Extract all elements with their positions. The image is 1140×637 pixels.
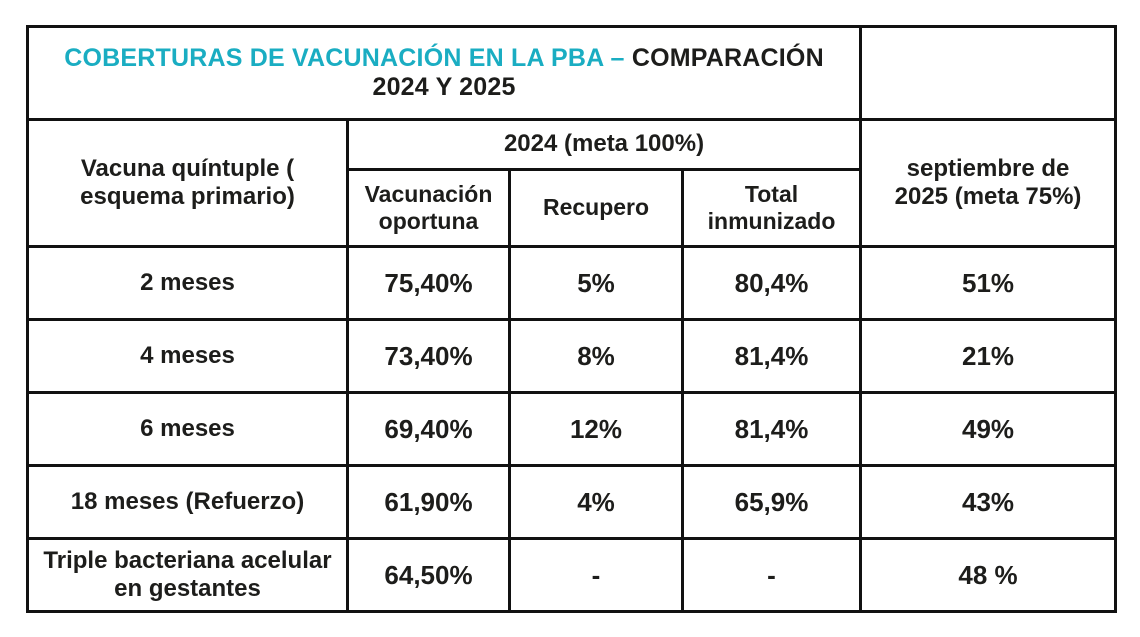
title-line-1: COBERTURAS DE VACUNACIÓN EN LA PBA – COM… <box>37 44 851 74</box>
cell-vacunacion-oportuna: 61,90% <box>346 464 511 540</box>
cell-total-inmunizado: - <box>680 537 863 613</box>
row-label: Triple bacteriana acelular en gestantes <box>26 537 349 613</box>
cell-septiembre-2025: 43% <box>859 464 1118 540</box>
table-row: 18 meses (Refuerzo) 61,90% 4% 65,9% 43% <box>26 464 1118 540</box>
title-teal-part: COBERTURAS DE VACUNACIÓN EN LA PBA – <box>64 43 625 72</box>
header-2025-line-2: 2025 (meta 75%) <box>894 183 1082 210</box>
empty-corner-cell <box>859 25 1118 121</box>
table-row: Triple bacteriana acelular en gestantes … <box>26 537 1118 613</box>
cell-recupero: 12% <box>508 391 684 467</box>
cell-recupero: 8% <box>508 318 684 394</box>
cell-vacunacion-oportuna: 69,40% <box>346 391 511 467</box>
cell-total-inmunizado: 81,4% <box>680 318 863 394</box>
cell-recupero: 4% <box>508 464 684 540</box>
cell-recupero: - <box>508 537 684 613</box>
row-label: 6 meses <box>26 391 349 467</box>
cell-septiembre-2025: 48 % <box>859 537 1118 613</box>
table-title: COBERTURAS DE VACUNACIÓN EN LA PBA – COM… <box>25 25 863 121</box>
coverage-table: COBERTURAS DE VACUNACIÓN EN LA PBA – COM… <box>25 25 1118 613</box>
cell-recupero: 5% <box>508 245 684 321</box>
header-vacunacion-oportuna: Vacunación oportuna <box>346 168 511 248</box>
header-total-inmunizado: Total inmunizado <box>680 168 863 248</box>
header-sub-row: Vacunación oportuna Recupero Total inmun… <box>28 168 1116 248</box>
cell-septiembre-2025: 49% <box>859 391 1118 467</box>
title-black-part: COMPARACIÓN <box>631 43 824 72</box>
cell-septiembre-2025: 21% <box>859 318 1118 394</box>
table-row: 4 meses 73,40% 8% 81,4% 21% <box>26 318 1118 394</box>
header-group-2024: 2024 (meta 100%) <box>345 118 863 171</box>
cell-total-inmunizado: 65,9% <box>680 464 863 540</box>
title-row: COBERTURAS DE VACUNACIÓN EN LA PBA – COM… <box>25 25 1118 121</box>
row-label: 4 meses <box>26 318 349 394</box>
cell-total-inmunizado: 80,4% <box>680 245 863 321</box>
cell-vacunacion-oportuna: 75,40% <box>346 245 511 321</box>
cell-vacunacion-oportuna: 64,50% <box>346 537 511 613</box>
cell-total-inmunizado: 81,4% <box>680 391 863 467</box>
cell-vacunacion-oportuna: 73,40% <box>346 318 511 394</box>
header-recupero: Recupero <box>508 168 684 248</box>
row-label: 18 meses (Refuerzo) <box>26 464 349 540</box>
header-september-2025: septiembre de 2025 (meta 75%) <box>859 118 1118 248</box>
cell-septiembre-2025: 51% <box>859 245 1118 321</box>
header-vaccine-column: Vacuna quíntuple ( esquema primario) <box>26 118 349 248</box>
title-line-2: 2024 Y 2025 <box>372 73 516 101</box>
row-label: 2 meses <box>26 245 349 321</box>
header-group-row: Vacuna quíntuple ( esquema primario) 202… <box>26 118 1118 248</box>
table-row: 2 meses 75,40% 5% 80,4% 51% <box>26 245 1118 321</box>
header-2025-line-1: septiembre de <box>906 154 1070 182</box>
table-row: 6 meses 69,40% 12% 81,4% 49% <box>26 391 1118 467</box>
